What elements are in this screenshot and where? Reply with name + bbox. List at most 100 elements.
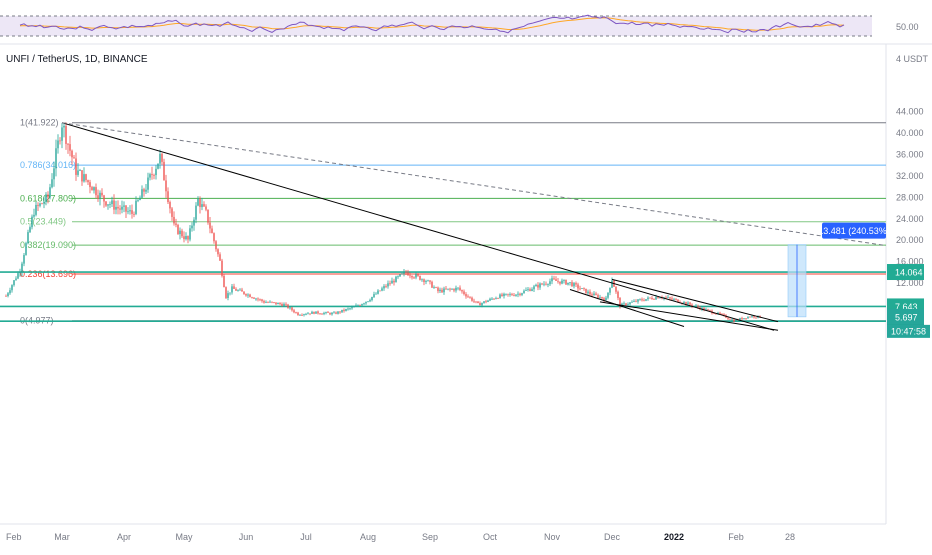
candle-body [561, 280, 563, 284]
price-tag-bg [887, 264, 924, 281]
candle-body [505, 293, 507, 295]
candle-body [571, 282, 573, 287]
candle-body [655, 297, 657, 300]
candle-body [683, 302, 685, 304]
candle-body [373, 294, 375, 297]
candle-body [465, 294, 467, 297]
candle-body [67, 143, 69, 145]
candle-body [127, 211, 129, 213]
candle-body [325, 312, 327, 313]
candle-body [755, 317, 757, 319]
fibonacci-retracement[interactable]: 1(41.922)0.786(34.016)0.618(27.809)0.5(2… [20, 118, 886, 326]
projection-dotted-line[interactable] [61, 122, 887, 247]
candle-body [237, 290, 239, 292]
time-tick-label: Mar [54, 532, 70, 542]
candle-body [33, 214, 35, 217]
candle-body [85, 174, 87, 181]
candle-body [639, 299, 641, 301]
candle-body [307, 313, 309, 315]
candle-body [109, 204, 111, 205]
candle-body [359, 305, 361, 307]
candle-body [289, 307, 291, 309]
candle-body [335, 312, 337, 314]
candle-body [17, 273, 19, 279]
fib-label: 0.236(13.696) [20, 269, 76, 279]
candle-body [137, 200, 139, 201]
candle-body [587, 291, 589, 294]
candle-body [343, 309, 345, 311]
rsi-line [19, 14, 845, 34]
candle-body [419, 275, 421, 280]
candle-body [219, 254, 221, 261]
candle-body [421, 279, 423, 281]
candle-body [213, 233, 215, 242]
candle-body [593, 293, 595, 296]
time-axis[interactable]: Feb Mar Apr May Jun Jul Aug Sep Oct Nov Dec 2022 Feb… [6, 532, 795, 542]
price-tick-label: 36.000 [896, 149, 924, 159]
candle-body [341, 309, 343, 313]
candle-body [467, 296, 469, 298]
candle-body [45, 194, 47, 203]
candle-body [703, 307, 705, 311]
candle-body [141, 189, 143, 198]
price-range-measure[interactable]: 13.481 (240.53%) [787, 222, 890, 318]
candle-body [425, 281, 427, 283]
candle-body [589, 291, 591, 295]
candle-body [397, 276, 399, 278]
candle-body [401, 273, 403, 275]
candle-body [565, 280, 567, 285]
candle-body [93, 187, 95, 191]
candle-body [455, 287, 457, 291]
candle-body [447, 288, 449, 290]
candle-body [705, 309, 707, 311]
candle-body [91, 187, 93, 191]
candle-body [745, 318, 747, 319]
wedge-lower-line[interactable] [599, 301, 779, 331]
price-tick-label: 12.000 [896, 278, 924, 288]
candle-body [51, 179, 53, 188]
candle-body [283, 303, 285, 306]
candle-body [59, 140, 61, 142]
candle-body [125, 205, 127, 212]
candle-body [87, 180, 89, 183]
candle-body [723, 314, 725, 316]
time-tick-label: May [175, 532, 193, 542]
candle-body [63, 125, 65, 128]
trend-lines[interactable] [61, 122, 887, 331]
candle-body [105, 201, 107, 206]
candle-body [615, 286, 617, 292]
candle-body [327, 312, 329, 313]
time-tick-label: 2022 [664, 532, 684, 542]
candle-body [753, 316, 755, 318]
candle-body [503, 293, 505, 297]
candle-body [187, 236, 189, 240]
candle-body [409, 275, 411, 277]
horizontal-levels[interactable] [0, 271, 886, 323]
candle-body [89, 182, 91, 188]
candle-body [239, 289, 241, 291]
candle-body [719, 312, 721, 315]
candle-body [691, 304, 693, 307]
wedge-upper-line[interactable] [611, 278, 779, 323]
candle-body [317, 311, 319, 314]
candle-body [61, 127, 63, 141]
candle-body [195, 205, 197, 220]
candle-body [387, 283, 389, 287]
candle-body [459, 287, 461, 291]
candle-body [189, 228, 191, 240]
time-tick-label: Dec [604, 532, 621, 542]
rsi-pane[interactable]: 50.00 [0, 14, 919, 37]
candle-body [99, 192, 101, 199]
candle-body [191, 225, 193, 229]
candle-body [247, 294, 249, 296]
candle-body [221, 260, 223, 276]
time-tick-label: Jul [300, 532, 312, 542]
downtrend-line[interactable] [61, 122, 775, 331]
candle-body [135, 200, 137, 215]
candle-body [645, 299, 647, 301]
candle-body [7, 293, 9, 296]
candle-body [533, 286, 535, 290]
channel-line[interactable] [569, 289, 685, 327]
